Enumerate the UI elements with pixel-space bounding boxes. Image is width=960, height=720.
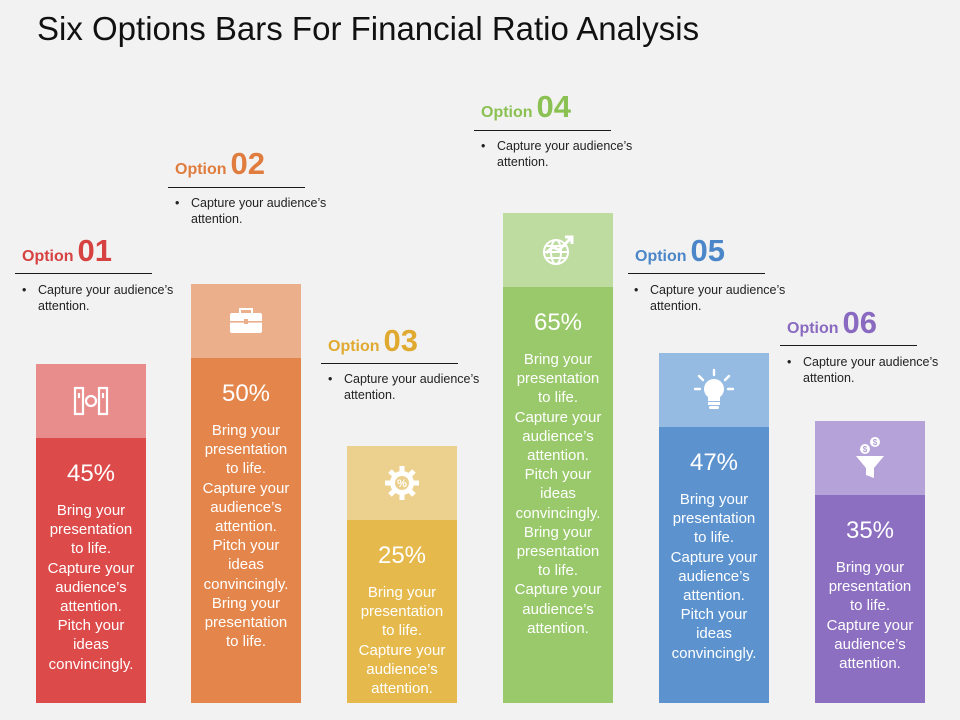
option-2-bar-cap	[191, 284, 301, 358]
bullet-dot: •	[175, 196, 180, 210]
option-5-bar: 47% Bring your presentation to life. Capt…	[659, 427, 769, 703]
percent-value: 45%	[66, 460, 116, 487]
bar-description: Bring your presentation to life. Capture…	[670, 491, 758, 662]
briefcase-icon	[229, 308, 263, 334]
percent-value: 65%	[533, 309, 583, 336]
option-1-bar: 45% Bring your presentation to life. Capt…	[36, 438, 146, 703]
bullet-text: Capture your audience’s attention.	[650, 283, 786, 313]
bullet-text: Capture your audience’s attention.	[344, 372, 480, 402]
bullet-text: Capture your audience’s attention.	[191, 196, 327, 226]
option-4-label: Option 04	[481, 91, 571, 122]
option-2-bar: 50% Bring your presentation to life. Capt…	[191, 358, 301, 703]
option-2-bullet: • Capture your audience’s attention.	[175, 195, 341, 227]
percent-value: 47%	[689, 449, 739, 476]
option-5-divider	[628, 273, 765, 274]
option-number: 03	[383, 323, 419, 358]
option-3-bullet: • Capture your audience’s attention.	[328, 371, 494, 403]
svg-text:%: %	[397, 478, 407, 490]
option-5-bar-cap	[659, 353, 769, 427]
percent-value: 35%	[845, 517, 895, 544]
option-5-label: Option 05	[635, 235, 725, 266]
bar-description: Bring your presentation to life. Capture…	[202, 422, 290, 651]
option-4-bar-cap	[503, 213, 613, 287]
option-6-bar-cap: $ $	[815, 421, 925, 495]
percent-value: 50%	[221, 380, 271, 407]
option-word: Option	[328, 338, 380, 355]
option-word: Option	[635, 248, 687, 265]
svg-text:$: $	[873, 438, 878, 447]
bullet-dot: •	[328, 372, 333, 386]
option-6-bar: 35% Bring your presentation to life. Capt…	[815, 495, 925, 703]
option-4-divider	[474, 130, 611, 131]
option-word: Option	[22, 248, 74, 265]
option-number: 04	[536, 89, 572, 124]
option-3-divider	[321, 363, 458, 364]
option-6-divider	[780, 345, 917, 346]
bullet-dot: •	[22, 283, 27, 297]
page-title: Six Options Bars For Financial Ratio Ana…	[37, 10, 700, 47]
option-3-bar: 25% Bring your presentation to life. Capt…	[347, 520, 457, 703]
svg-text:$: $	[863, 445, 868, 454]
option-number: 01	[77, 233, 113, 268]
money-funnel-icon: $ $	[854, 436, 886, 480]
option-1-bullet: • Capture your audience’s attention.	[22, 282, 188, 314]
option-word: Option	[175, 161, 227, 178]
bar-description: Bring your presentation to life. Capture…	[514, 351, 602, 637]
option-3-label: Option 03	[328, 325, 418, 356]
bullet-text: Capture your audience’s attention.	[497, 139, 633, 169]
option-number: 06	[842, 305, 878, 340]
bar-description: Bring your presentation to life. Capture…	[47, 502, 135, 673]
option-3-bar-cap: %	[347, 446, 457, 520]
option-2-label: Option 02	[175, 148, 265, 179]
bullet-dot: •	[481, 139, 486, 153]
option-1-bar-cap	[36, 364, 146, 438]
option-word: Option	[481, 104, 533, 121]
option-word: Option	[787, 320, 839, 337]
percent-value: 25%	[377, 542, 427, 569]
percent-gear-icon: %	[384, 465, 420, 501]
bar-description: Bring your presentation to life. Capture…	[826, 559, 914, 673]
option-4-bar: 65% Bring your presentation to life. Capt…	[503, 287, 613, 703]
option-2-divider	[168, 187, 305, 188]
bullet-text: Capture your audience’s attention.	[803, 355, 939, 385]
option-6-label: Option 06	[787, 307, 877, 338]
option-5-bullet: • Capture your audience’s attention.	[634, 282, 800, 314]
option-number: 05	[690, 233, 726, 268]
globe-growth-icon	[540, 233, 576, 267]
option-6-bullet: • Capture your audience’s attention.	[787, 354, 953, 386]
bullet-dot: •	[787, 355, 792, 369]
option-number: 02	[230, 146, 266, 181]
bullet-text: Capture your audience’s attention.	[38, 283, 174, 313]
binders-icon	[73, 386, 109, 416]
bullet-dot: •	[634, 283, 639, 297]
bar-description: Bring your presentation to life. Capture…	[358, 584, 446, 698]
lightbulb-icon	[694, 368, 734, 412]
option-4-bullet: • Capture your audience’s attention.	[481, 138, 647, 170]
option-1-label: Option 01	[22, 235, 112, 266]
option-1-divider	[15, 273, 152, 274]
